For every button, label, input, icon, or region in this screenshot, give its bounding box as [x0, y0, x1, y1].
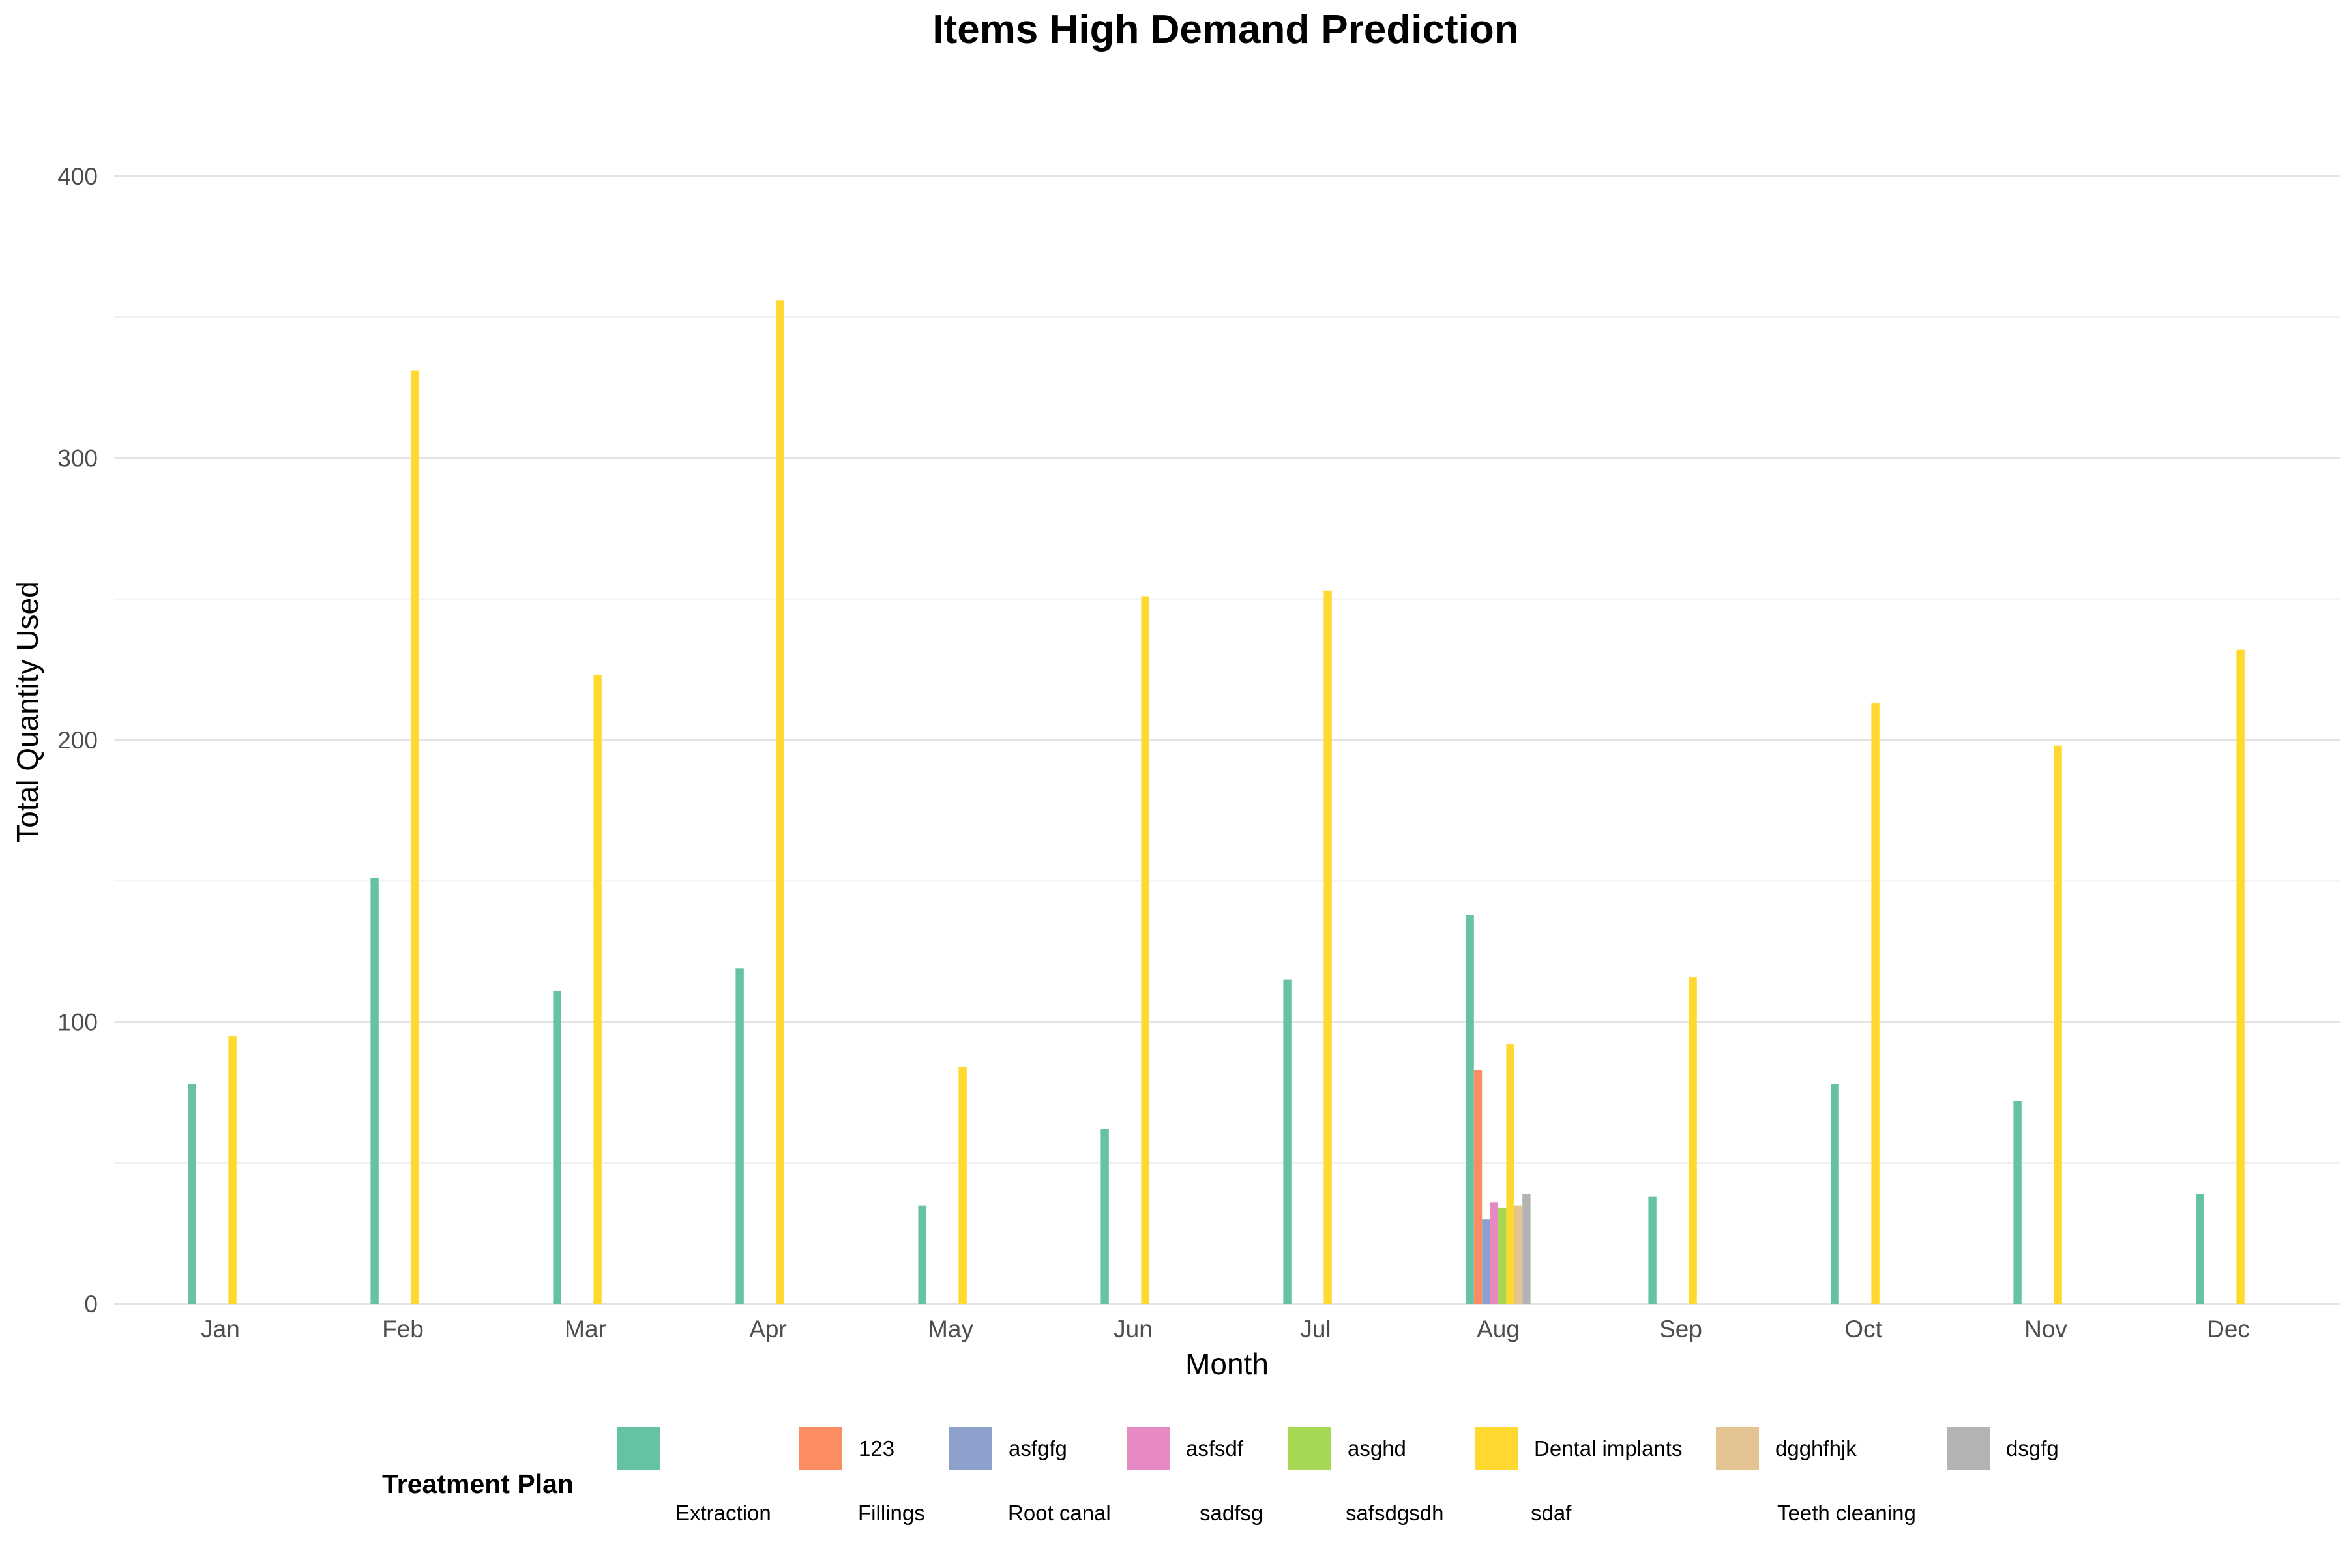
y-tick-label: 400: [57, 163, 98, 190]
legend-key: [1127, 1427, 1170, 1470]
y-tick-label: 200: [57, 727, 98, 754]
bar: [1283, 979, 1292, 1304]
legend-label: sadfsg: [1200, 1501, 1263, 1525]
bar: [1466, 915, 1474, 1304]
grid-lines: [114, 175, 2340, 1305]
x-tick-label: May: [928, 1316, 973, 1342]
bar: [228, 1036, 237, 1304]
y-tick-label: 300: [57, 445, 98, 472]
y-axis-ticks: 0 100 200 300 400: [57, 163, 98, 1318]
y-axis-title: Total Quantity Used: [10, 581, 44, 842]
bar: [1648, 1196, 1657, 1304]
bar: [1514, 1205, 1523, 1304]
bar: [735, 968, 744, 1304]
legend-key: [1947, 1427, 1990, 1470]
bar: [958, 1067, 967, 1304]
bar: [2196, 1194, 2204, 1304]
bar: [593, 675, 602, 1304]
legend: Treatment Plan 123 asfgfg asfsdf asghd Denta…: [382, 1427, 2059, 1525]
bar: [1498, 1207, 1507, 1304]
legend-label: Dental implants: [1534, 1436, 1682, 1460]
bar: [1482, 1219, 1490, 1304]
x-tick-label: Aug: [1477, 1316, 1520, 1342]
legend-items: 123 asfgfg asfsdf asghd Dental implants dgghf…: [617, 1427, 2059, 1525]
bar: [1100, 1129, 1109, 1304]
legend-key: [1288, 1427, 1331, 1470]
bar: [2236, 649, 2245, 1304]
legend-key: [949, 1427, 992, 1470]
legend-label: sdaf: [1531, 1501, 1572, 1525]
x-tick-label: Feb: [382, 1316, 424, 1342]
legend-label: asfsdf: [1186, 1436, 1244, 1460]
bar: [1506, 1044, 1514, 1304]
x-tick-label: Sep: [1659, 1316, 1702, 1342]
chart-title: Items High Demand Prediction: [932, 7, 1518, 52]
legend-label: 123: [859, 1436, 894, 1460]
x-axis-title: Month: [1185, 1347, 1269, 1381]
y-tick-label: 100: [57, 1009, 98, 1036]
bar: [370, 878, 379, 1304]
y-tick-label: 0: [84, 1291, 98, 1318]
bar: [553, 990, 561, 1304]
legend-label: safsdgsdh: [1346, 1501, 1443, 1525]
legend-label: Teeth cleaning: [1777, 1501, 1916, 1525]
legend-label: dgghfhjk: [1775, 1436, 1857, 1460]
bar: [1141, 596, 1149, 1304]
legend-label: asghd: [1348, 1436, 1406, 1460]
bar: [1522, 1194, 1531, 1304]
x-tick-label: Jul: [1300, 1316, 1331, 1342]
bar: [1473, 1070, 1483, 1304]
bar: [2054, 745, 2062, 1304]
bar: [1689, 977, 1697, 1304]
bars: [188, 300, 2245, 1304]
bar: [188, 1084, 196, 1304]
legend-label: Root canal: [1008, 1501, 1111, 1525]
legend-key: [1716, 1427, 1759, 1470]
bar: [1323, 590, 1332, 1304]
bar: [1490, 1202, 1498, 1304]
legend-label: Extraction: [675, 1501, 771, 1525]
x-tick-label: Nov: [2024, 1316, 2067, 1342]
bar: [1871, 703, 1880, 1304]
legend-label: asfgfg: [1009, 1436, 1067, 1460]
x-tick-label: Oct: [1844, 1316, 1882, 1342]
bar: [411, 370, 419, 1304]
x-tick-label: Jun: [1114, 1316, 1153, 1342]
x-tick-label: Mar: [565, 1316, 606, 1342]
legend-title: Treatment Plan: [382, 1469, 574, 1499]
x-tick-label: Dec: [2207, 1316, 2250, 1342]
legend-label: dsgfg: [2006, 1436, 2059, 1460]
bar: [776, 300, 784, 1304]
legend-label: Fillings: [858, 1501, 925, 1525]
legend-key: [799, 1427, 842, 1470]
bar: [1831, 1084, 1839, 1304]
legend-key: [617, 1427, 660, 1470]
legend-key: [1475, 1427, 1518, 1470]
x-tick-label: Apr: [749, 1316, 787, 1342]
bar: [2013, 1101, 2022, 1304]
bar: [918, 1205, 926, 1304]
x-axis-ticks: Jan Feb Mar Apr May Jun Jul Aug Sep Oct Nov Dec: [201, 1316, 2250, 1342]
x-tick-label: Jan: [201, 1316, 240, 1342]
